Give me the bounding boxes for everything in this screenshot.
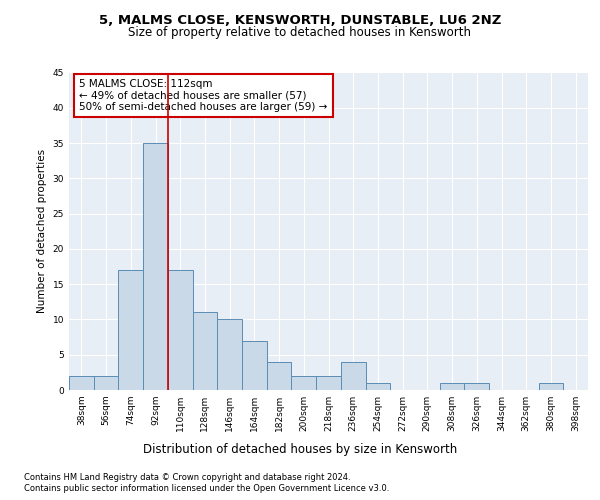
Bar (143, 143, 168, 390)
Bar (292, 376, 316, 390)
Bar (440, 383, 464, 390)
Bar (242, 340, 267, 390)
Bar (365, 383, 390, 390)
Y-axis label: Number of detached properties: Number of detached properties (37, 149, 47, 314)
Bar (267, 362, 292, 390)
Text: 5 MALMS CLOSE: 112sqm
← 49% of detached houses are smaller (57)
50% of semi-deta: 5 MALMS CLOSE: 112sqm ← 49% of detached … (79, 79, 328, 112)
Bar (69, 376, 94, 390)
Text: Contains HM Land Registry data © Crown copyright and database right 2024.: Contains HM Land Registry data © Crown c… (24, 472, 350, 482)
Bar (217, 320, 242, 390)
Bar (539, 383, 563, 390)
Text: Distribution of detached houses by size in Kensworth: Distribution of detached houses by size … (143, 442, 457, 456)
Bar (94, 376, 118, 390)
Text: 5, MALMS CLOSE, KENSWORTH, DUNSTABLE, LU6 2NZ: 5, MALMS CLOSE, KENSWORTH, DUNSTABLE, LU… (99, 14, 501, 27)
Text: Size of property relative to detached houses in Kensworth: Size of property relative to detached ho… (128, 26, 472, 39)
Text: Contains public sector information licensed under the Open Government Licence v3: Contains public sector information licen… (24, 484, 389, 493)
Bar (193, 312, 217, 390)
Bar (168, 270, 193, 390)
Bar (118, 270, 143, 390)
Bar (464, 383, 489, 390)
Bar (316, 376, 341, 390)
Bar (341, 362, 365, 390)
